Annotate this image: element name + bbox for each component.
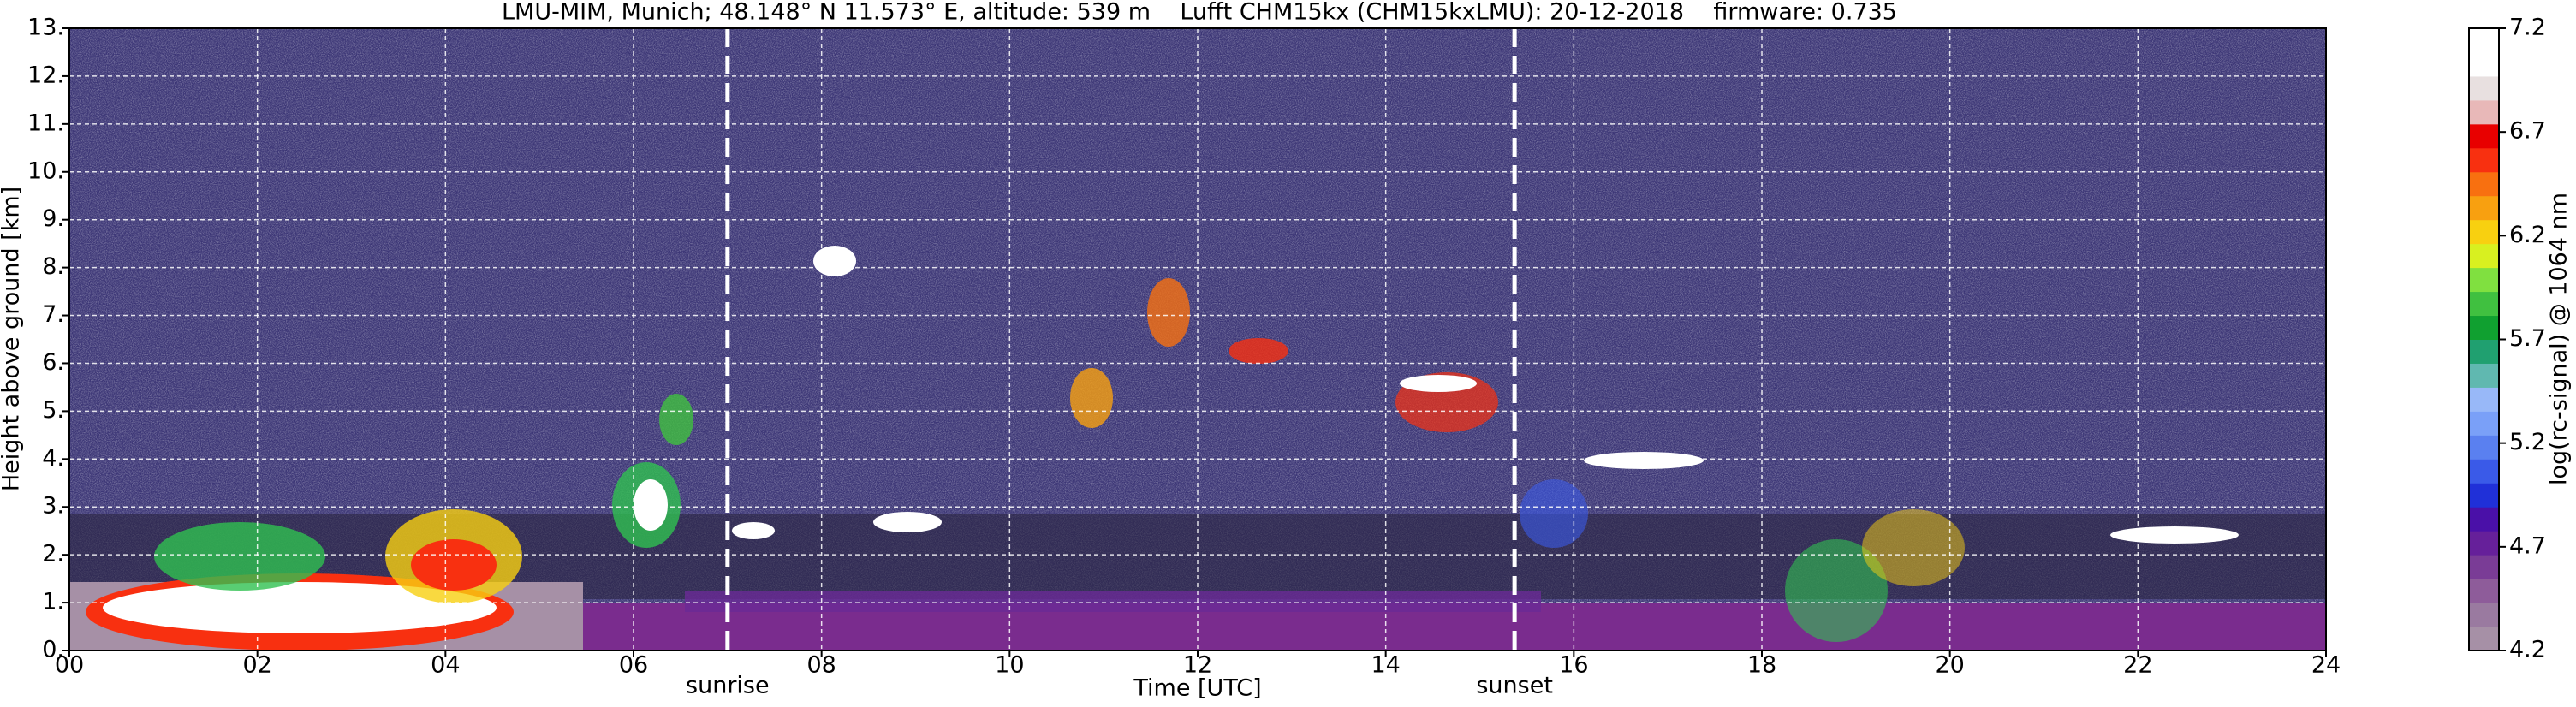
x-axis-label: Time [UTC] xyxy=(1133,675,1261,702)
y-tick-label: 8. xyxy=(42,253,64,280)
colorbar-segment xyxy=(2469,99,2499,125)
colorbar-tick-label: 5.2 xyxy=(2509,429,2546,455)
y-tick-label: 7. xyxy=(42,301,64,328)
cloud xyxy=(1785,539,1888,642)
cloud xyxy=(1862,509,1965,586)
x-tick-label: 14 xyxy=(1371,652,1400,679)
colorbar-segment xyxy=(2469,75,2499,101)
cloud xyxy=(1400,375,1477,392)
annotation-label: sunrise xyxy=(686,673,770,699)
colorbar-tick-label: 4.2 xyxy=(2509,637,2546,663)
x-tick-label: 18 xyxy=(1747,652,1776,679)
x-tick-label: 24 xyxy=(2311,652,2341,679)
cloud xyxy=(732,522,775,539)
colorbar-segment xyxy=(2469,363,2499,388)
x-tick-label: 08 xyxy=(806,652,836,679)
colorbar-segment xyxy=(2469,435,2499,460)
colorbar-segment xyxy=(2469,195,2499,221)
colorbar-tick-label: 7.2 xyxy=(2509,15,2546,41)
x-tick-label: 10 xyxy=(995,652,1024,679)
x-tick-label: 04 xyxy=(431,652,460,679)
y-tick-label: 0. xyxy=(42,637,64,663)
cloud xyxy=(659,394,693,445)
colorbar-tick-label: 6.2 xyxy=(2509,222,2546,248)
colorbar-segment xyxy=(2469,387,2499,412)
y-tick-label: 12. xyxy=(27,62,64,88)
cloud xyxy=(813,246,856,276)
colorbar-segment xyxy=(2469,315,2499,340)
colorbar-segment xyxy=(2469,243,2499,269)
colorbar-segment xyxy=(2469,483,2499,508)
colorbar-segment xyxy=(2469,219,2499,245)
plot-frame xyxy=(68,27,2327,651)
x-tick-label: 00 xyxy=(55,652,84,679)
cloud xyxy=(1070,368,1113,428)
y-tick-label: 11. xyxy=(27,110,64,136)
colorbar-segment xyxy=(2469,531,2499,556)
annotation-label: sunset xyxy=(1476,673,1553,699)
x-tick-label: 02 xyxy=(242,652,271,679)
cloud xyxy=(1229,338,1288,364)
colorbar-segment xyxy=(2469,291,2499,317)
cloud xyxy=(1584,452,1704,469)
y-tick-label: 6. xyxy=(42,349,64,376)
colorbar-segment xyxy=(2469,28,2499,53)
x-tick-label: 06 xyxy=(619,652,648,679)
x-tick-label: 22 xyxy=(2123,652,2152,679)
boundary-layer xyxy=(103,582,497,633)
colorbar-tick-label: 6.7 xyxy=(2509,118,2546,145)
colorbar-segment xyxy=(2469,555,2499,579)
colorbar-segment xyxy=(2469,603,2499,627)
cloud xyxy=(1147,278,1190,347)
colorbar-segment xyxy=(2469,267,2499,293)
y-axis-label: Height above ground [km] xyxy=(0,187,25,491)
y-tick-label: 4. xyxy=(42,445,64,472)
y-tick-label: 10. xyxy=(27,157,64,184)
aerosol-layer xyxy=(634,479,668,531)
x-tick-label: 20 xyxy=(1935,652,1964,679)
colorbar-segment xyxy=(2469,627,2499,651)
aerosol-layer xyxy=(154,522,325,591)
colorbar-segment xyxy=(2469,171,2499,197)
cloud xyxy=(1520,479,1588,548)
ground-layer-upper xyxy=(685,591,1541,612)
y-tick-label: 3. xyxy=(42,493,64,520)
y-tick-label: 13. xyxy=(27,15,64,41)
colorbar-label: log(rc-signal) @ 1064 nm xyxy=(2546,193,2573,485)
colorbar-segment xyxy=(2469,507,2499,532)
colorbar-segment xyxy=(2469,51,2499,77)
x-tick-label: 16 xyxy=(1559,652,1588,679)
aerosol-layer xyxy=(411,539,497,591)
y-tick-label: 1. xyxy=(42,589,64,615)
colorbar-segment xyxy=(2469,147,2499,173)
axes-layer: 00 02 04 06 08 10 12 14 16 18 20 22 24 0. 1. 2. 3. 4. 5. 6.… xyxy=(27,15,2546,699)
colorbar-segment xyxy=(2469,339,2499,364)
cloud xyxy=(873,512,942,532)
y-tick-label: 9. xyxy=(42,205,64,232)
colorbar-tick-label: 4.7 xyxy=(2509,532,2546,559)
colorbar-segment xyxy=(2469,123,2499,149)
colorbar-segment xyxy=(2469,411,2499,436)
y-tick-label: 2. xyxy=(42,541,64,567)
colorbar-segment xyxy=(2469,579,2499,603)
x-tick-label: 12 xyxy=(1183,652,1212,679)
y-tick-label: 5. xyxy=(42,397,64,424)
colorbar-tick-label: 5.7 xyxy=(2509,325,2546,352)
chart-title: LMU-MIM, Munich; 48.148° N 11.573° E, al… xyxy=(502,0,1897,26)
cloud xyxy=(2110,526,2239,544)
colorbar-segment xyxy=(2469,459,2499,484)
